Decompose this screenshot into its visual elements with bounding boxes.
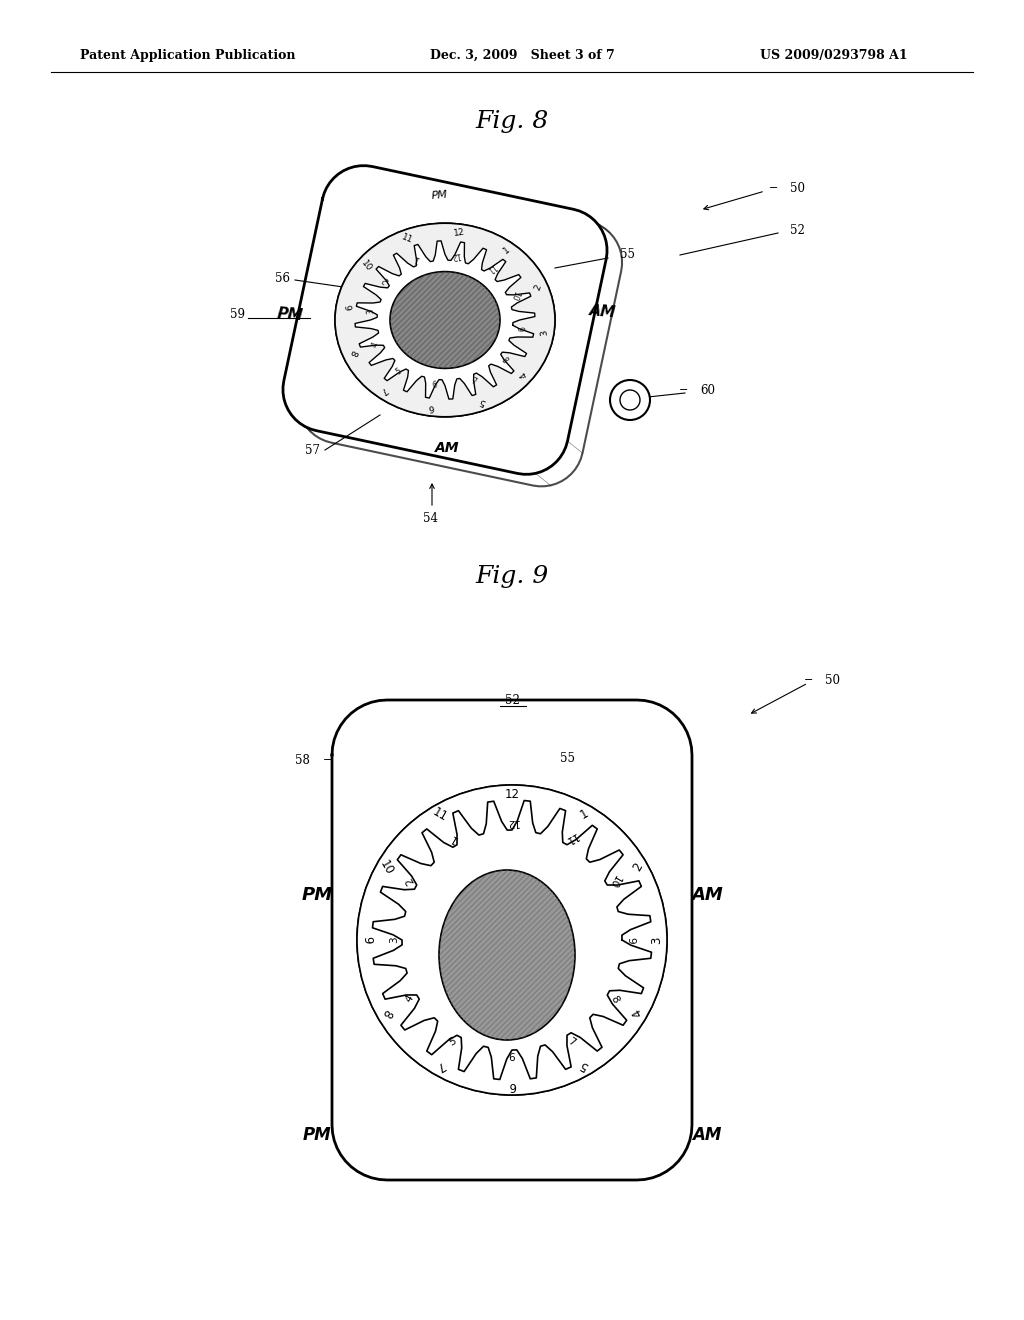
Polygon shape [283,166,607,474]
Polygon shape [373,800,651,1080]
Circle shape [357,785,667,1096]
Circle shape [610,380,650,420]
Text: 9: 9 [625,937,635,944]
Text: 2: 2 [532,282,543,292]
Text: 56: 56 [275,272,290,285]
Text: 58: 58 [390,239,406,252]
Text: 6: 6 [431,380,437,391]
Text: 8: 8 [608,994,621,1005]
Text: 10: 10 [377,858,395,878]
Text: −: − [490,1076,500,1086]
Text: 54: 54 [423,512,437,525]
Text: 60: 60 [700,384,715,396]
Polygon shape [332,700,692,1180]
Text: 5: 5 [447,1036,459,1048]
Text: 3: 3 [366,308,376,314]
Ellipse shape [335,223,555,417]
Text: 4: 4 [630,1006,645,1019]
Text: 59: 59 [230,309,245,322]
Text: 3: 3 [389,937,399,944]
Text: 12: 12 [505,788,519,801]
Text: AM: AM [691,886,723,904]
Text: 9: 9 [360,936,374,944]
Text: −: − [418,240,427,249]
Text: 3: 3 [540,329,549,335]
Text: PM: PM [276,306,304,323]
Text: 9: 9 [341,305,351,312]
Text: AM: AM [692,1126,722,1144]
Text: 7: 7 [565,1036,577,1048]
Text: 4: 4 [403,994,416,1005]
Text: 6: 6 [428,403,434,412]
Text: 7: 7 [469,376,477,387]
Text: 11: 11 [430,805,450,824]
Text: −: − [804,675,813,685]
Text: 10: 10 [606,873,622,890]
Text: 1: 1 [502,246,512,256]
Text: 12: 12 [451,249,461,260]
Text: 3: 3 [650,936,664,944]
Text: 2: 2 [403,875,416,886]
Text: 11: 11 [400,232,415,244]
Text: US 2009/0293798 A1: US 2009/0293798 A1 [760,49,907,62]
Text: 8: 8 [379,1006,394,1019]
Text: 1: 1 [413,253,421,264]
Text: 8: 8 [347,348,357,358]
Ellipse shape [439,870,575,1040]
Text: Patent Application Publication: Patent Application Publication [80,49,296,62]
Circle shape [357,785,667,1096]
Text: PM: PM [303,1126,332,1144]
Text: 5: 5 [579,1059,591,1073]
Text: 51: 51 [432,949,447,961]
Text: 1: 1 [578,807,591,822]
Text: 2: 2 [630,861,645,874]
Text: 4: 4 [371,341,381,348]
Text: PM: PM [301,886,333,904]
Text: 55: 55 [560,751,575,764]
Text: 58: 58 [295,754,310,767]
Text: 57: 57 [305,444,319,457]
Text: 55: 55 [620,248,635,261]
Text: 9: 9 [514,326,524,333]
Text: Dec. 3, 2009   Sheet 3 of 7: Dec. 3, 2009 Sheet 3 of 7 [430,49,614,62]
Ellipse shape [390,272,500,368]
Circle shape [620,389,640,411]
Text: Fig. 9: Fig. 9 [475,565,549,587]
Text: 57: 57 [505,1068,519,1081]
Text: 5: 5 [478,396,486,407]
Text: 8: 8 [499,356,509,366]
Text: 7: 7 [379,384,388,395]
Text: 10: 10 [359,259,374,273]
Text: 4: 4 [518,370,529,379]
Text: 50: 50 [825,673,840,686]
Text: 53: 53 [375,871,390,884]
Text: 2: 2 [381,275,391,284]
Text: 1: 1 [447,832,459,843]
Ellipse shape [335,223,555,417]
Text: 5: 5 [394,367,403,378]
Text: Fig. 8: Fig. 8 [475,110,549,133]
Text: −: − [679,385,688,395]
Text: 10: 10 [509,289,520,301]
Text: −: − [769,183,778,193]
Text: 12: 12 [453,227,465,238]
Text: 52: 52 [790,223,805,236]
Text: AM: AM [435,441,459,455]
Text: −: − [323,755,333,766]
Text: 7: 7 [433,1059,446,1073]
Text: 50: 50 [790,181,805,194]
Text: 11: 11 [484,261,498,275]
Text: 6: 6 [508,1078,516,1092]
Text: AM: AM [589,304,617,321]
Polygon shape [355,240,535,399]
Text: 11: 11 [563,830,580,845]
Text: 56: 56 [598,863,613,876]
Text: PM: PM [431,189,449,201]
Text: 59: 59 [618,913,633,927]
Text: 6: 6 [509,1053,515,1063]
Text: 52: 52 [505,693,519,706]
Text: 12: 12 [506,817,518,828]
